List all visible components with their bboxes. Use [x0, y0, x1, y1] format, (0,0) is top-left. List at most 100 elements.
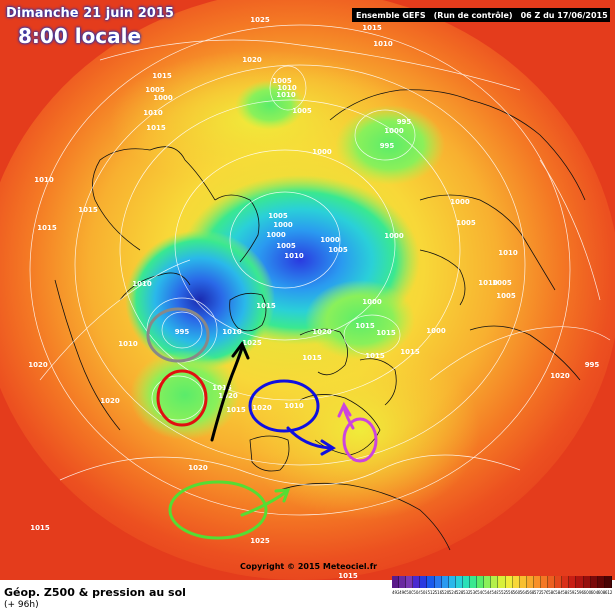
legend-label: 576	[540, 590, 549, 595]
legend-swatch	[540, 576, 549, 588]
legend-label: 540	[477, 590, 485, 595]
isobar-label: 1015	[37, 224, 57, 232]
isobar-label: 1010	[222, 328, 242, 336]
green-arrowhead	[274, 488, 291, 503]
legend-swatch	[455, 576, 463, 588]
legend-label: 584	[555, 590, 563, 595]
red-circle	[156, 369, 208, 427]
legend-swatch	[427, 576, 435, 588]
legend-label: 528	[455, 590, 463, 595]
west-low-field	[125, 230, 275, 370]
legend-label: 608	[597, 590, 605, 595]
legend-label: 580	[548, 590, 556, 595]
isobar-label: 1005	[492, 279, 512, 287]
legend-label: 504	[413, 590, 421, 595]
isobar-label: 1000	[450, 198, 470, 206]
isobar-label: 1015	[212, 384, 232, 392]
legend-swatch	[477, 576, 485, 588]
legend-label: 572	[533, 590, 541, 595]
isobar-label: 1025	[250, 16, 270, 24]
legend-label: 516	[434, 590, 442, 595]
legend-swatch	[519, 576, 527, 588]
isobar-label: 1010	[284, 252, 304, 260]
isobar-label: 1005	[328, 246, 348, 254]
blue-arrowhead	[320, 439, 336, 456]
isobar-label: 1005	[276, 242, 296, 250]
isobar-label: 1015	[256, 302, 276, 310]
isobar-label: 1000	[273, 221, 293, 229]
green-circle	[168, 480, 268, 540]
legend-label: 532	[462, 590, 471, 595]
color-scale	[392, 576, 612, 588]
isobar-label: 1015	[338, 572, 358, 580]
isobar-label: 1005	[145, 86, 165, 94]
legend-label: 596	[576, 590, 584, 595]
legend-swatch	[576, 576, 584, 588]
isobar-label: 1020	[218, 392, 238, 400]
isobar-label: 1025	[242, 339, 262, 347]
isobar-label: 1010	[143, 109, 163, 117]
legend-swatch	[399, 576, 407, 588]
forecast-date: Dimanche 21 juin 2015	[6, 6, 174, 21]
isobar-label: 1000	[384, 127, 404, 135]
isobar-label: 1000	[384, 232, 404, 240]
isobar-label: 1025	[250, 537, 270, 545]
legend-swatch	[406, 576, 414, 588]
legend-swatch	[491, 576, 499, 588]
isobar-label: 1015	[362, 24, 382, 32]
gray-circle	[146, 307, 210, 363]
copyright: Copyright © 2015 Meteociel.fr	[240, 562, 378, 571]
isobar-label: 1000	[266, 231, 286, 239]
isobar-label: 1010	[373, 40, 393, 48]
legend-swatch	[512, 576, 520, 588]
legend-label: 524	[448, 590, 456, 595]
legend-swatch	[392, 576, 400, 588]
legend-label: 556	[505, 590, 513, 595]
isobar-label: 1020	[252, 404, 272, 412]
legend-label: 552	[498, 590, 506, 595]
annotations	[146, 307, 378, 540]
isobar-label: 1000	[153, 94, 173, 102]
isobar-label: 1010	[284, 402, 304, 410]
isobar-label: 1020	[550, 372, 570, 380]
isobar-label: 1005	[268, 212, 288, 220]
forecast-lead: (+ 96h)	[4, 600, 39, 610]
black-arrowhead	[231, 341, 250, 360]
legend-swatch	[448, 576, 456, 588]
green-arrow	[240, 490, 288, 517]
isobar-label: 1000	[312, 148, 332, 156]
legend-swatch	[590, 576, 598, 588]
coastlines	[54, 89, 586, 551]
blue-arrow	[286, 426, 332, 450]
isobar-label: 1015	[302, 354, 322, 362]
isobar-label: 1015	[226, 406, 246, 414]
legend-label: 592	[569, 590, 577, 595]
isobar-label: 1005	[272, 77, 292, 85]
isobar-label: 1015	[152, 72, 172, 80]
legend-swatch	[562, 576, 570, 588]
isobar-label: 1015	[78, 206, 98, 214]
violet-circle	[342, 417, 378, 463]
isobar-label: 1020	[188, 464, 208, 472]
legend-swatch	[526, 576, 534, 588]
isobar-label: 1010	[498, 249, 518, 257]
map-title: Géop. Z500 & pression au sol	[4, 586, 186, 599]
legend-label: 612	[604, 590, 612, 595]
isobar-label: 1010	[118, 340, 138, 348]
legend-swatch	[548, 576, 556, 588]
legend-swatch	[413, 576, 421, 588]
legend-label: 500	[406, 590, 414, 595]
legend-label: 496	[399, 590, 407, 595]
green-trough-atlantic	[130, 350, 240, 440]
model-banner: Ensemble GEFS (Run de contrôle) 06 Z du …	[352, 8, 610, 22]
isobar-label: 1005	[292, 107, 312, 115]
isobar-lines	[29, 24, 611, 516]
legend-swatch	[462, 576, 471, 588]
legend-label: 536	[470, 590, 478, 595]
isobar-label: 1015	[365, 352, 385, 360]
legend-swatch	[569, 576, 577, 588]
isobar-label: 1010	[277, 84, 297, 92]
isobar-label: 1000	[320, 236, 340, 244]
isobar-label: 1015	[146, 124, 166, 132]
